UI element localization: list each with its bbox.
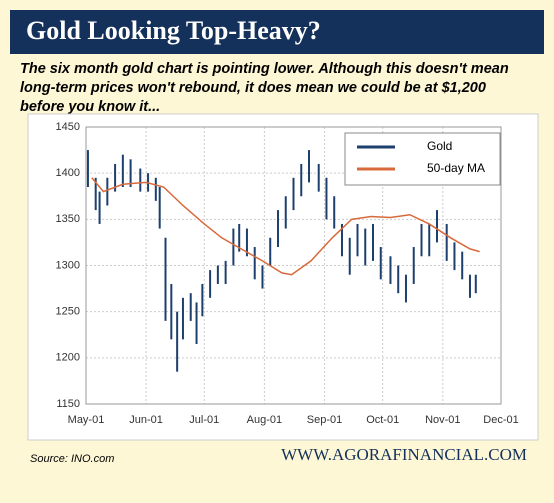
y-tick-label: 1300 xyxy=(56,259,80,271)
x-tick-label: May-01 xyxy=(68,414,105,426)
x-tick-label: Oct-01 xyxy=(366,414,399,426)
subtitle-line: before you know it... xyxy=(20,99,161,115)
chart-title: Gold Looking Top-Heavy? xyxy=(26,16,321,45)
y-tick-label: 1200 xyxy=(56,352,80,364)
subtitle-line: long-term prices won't rebound, it does … xyxy=(20,80,486,96)
y-tick-label: 1150 xyxy=(56,398,80,410)
subtitle: The six month gold chart is pointing low… xyxy=(20,60,509,117)
y-tick-label: 1400 xyxy=(56,167,80,179)
x-tick-label: Jun-01 xyxy=(129,414,163,426)
ma-line xyxy=(91,177,480,276)
y-tick-label: 1250 xyxy=(56,306,80,318)
x-tick-label: Sep-01 xyxy=(307,414,342,426)
y-tick-label: 1350 xyxy=(56,213,80,225)
x-tick-label: Jul-01 xyxy=(189,414,219,426)
x-tick-label: Nov-01 xyxy=(425,414,460,426)
legend-label: 50-day MA xyxy=(427,161,485,175)
x-tick-label: Aug-01 xyxy=(247,414,282,426)
legend-box xyxy=(344,132,501,186)
plot-frame xyxy=(85,126,502,405)
subtitle-line: The six month gold chart is pointing low… xyxy=(20,61,509,77)
title-banner: Gold Looking Top-Heavy? xyxy=(10,10,544,54)
y-tick-label: 1450 xyxy=(56,121,80,133)
legend-label: Gold xyxy=(427,139,452,153)
source: Source: INO.com xyxy=(30,453,114,465)
x-tick-label: Dec-01 xyxy=(483,414,518,426)
website: WWW.AGORAFINANCIAL.COM xyxy=(281,445,527,464)
